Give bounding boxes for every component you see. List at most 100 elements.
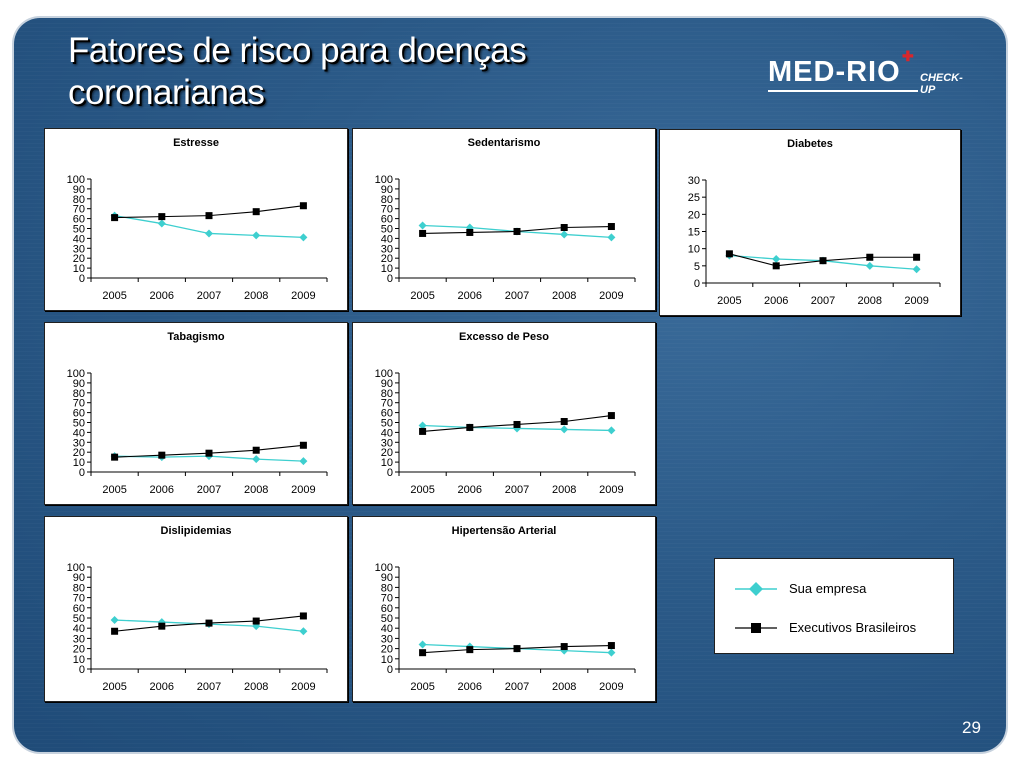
data-point-sua-empresa [607,648,616,657]
line-chart: Hipertensão Arterial 01020304050607080901… [375,525,636,693]
data-point-executivos-brasileiros [299,202,307,210]
x-tick-label: 2007 [811,295,835,307]
y-tick-label: 0 [79,664,85,676]
data-point-executivos-brasileiros [419,427,427,435]
data-point-sua-empresa [299,233,308,242]
x-tick-label: 2006 [150,290,174,302]
y-tick-label: 100 [375,562,393,574]
y-tick-label: 60 [73,214,85,226]
data-point-executivos-brasileiros [158,213,166,221]
x-tick-label: 2008 [244,681,268,693]
y-tick-label: 30 [381,243,393,255]
legend-label-sua-empresa: Sua empresa [789,581,867,596]
data-point-executivos-brasileiros [466,423,474,431]
legend-label-executivos-brasileiros: Executivos Brasileiros [789,620,917,635]
x-tick-label: 2005 [717,295,741,307]
legend-marker-square-icon [735,623,777,633]
y-tick-label: 30 [688,175,700,187]
y-tick-label: 10 [73,457,85,469]
data-point-executivos-brasileiros [513,645,521,653]
y-tick-label: 40 [381,623,393,635]
data-point-executivos-brasileiros [607,412,615,420]
y-tick-label: 0 [387,467,393,479]
data-point-executivos-brasileiros [419,649,427,657]
data-point-executivos-brasileiros [560,224,568,232]
y-tick-label: 100 [375,174,393,186]
data-point-executivos-brasileiros [205,212,213,220]
y-tick-label: 30 [381,633,393,645]
x-tick-label: 2008 [244,484,268,496]
y-tick-label: 100 [67,174,85,186]
y-tick-label: 20 [688,209,700,221]
legend: Sua empresa Executivos Brasileiros [714,558,954,654]
x-tick-label: 2007 [197,290,221,302]
y-tick-label: 30 [73,437,85,449]
x-tick-label: 2006 [458,681,482,693]
y-tick-label: 5 [694,261,700,273]
y-tick-label: 0 [387,273,393,285]
data-point-executivos-brasileiros [725,250,733,258]
y-tick-label: 10 [73,654,85,666]
chart-title: Tabagismo [167,331,225,343]
x-tick-label: 2005 [102,484,126,496]
data-point-sua-empresa [772,254,781,263]
data-point-sua-empresa [299,457,308,466]
x-tick-label: 2006 [150,681,174,693]
y-tick-label: 80 [73,194,85,206]
data-point-executivos-brasileiros [513,420,521,428]
x-tick-label: 2007 [505,681,529,693]
y-tick-label: 10 [688,244,700,256]
y-tick-label: 25 [688,192,700,204]
data-point-sua-empresa [418,640,427,649]
data-point-executivos-brasileiros [419,229,427,237]
data-point-executivos-brasileiros [466,228,474,236]
chart-title: Excesso de Peso [459,331,549,343]
chart-title: Estresse [173,137,219,149]
y-tick-label: 20 [73,644,85,656]
data-point-sua-empresa [252,231,261,240]
x-tick-label: 2005 [102,290,126,302]
x-tick-label: 2009 [599,681,623,693]
data-point-executivos-brasileiros [252,617,260,625]
y-tick-label: 20 [73,447,85,459]
chart-title: Dislipidemias [161,525,232,537]
y-tick-label: 20 [381,447,393,459]
x-tick-label: 2008 [552,681,576,693]
line-chart: Diabetes 0 5 10 15 20 25 30 2005 2006 2007 2008 2009 [688,138,941,307]
y-tick-label: 10 [73,263,85,275]
y-tick-label: 0 [694,278,700,290]
chart-panel-diabetes: Diabetes 0 5 10 15 20 25 30 2005 2006 2007 2008 2009 [659,129,961,316]
chart-panel-sedentarismo: Sedentarismo 0 10 20 30 40 50 60 70 80 90 100 2005 20… [352,128,656,311]
data-point-sua-empresa [157,618,166,627]
y-tick-label: 40 [73,623,85,635]
data-point-executivos-brasileiros [866,253,874,261]
y-tick-label: 15 [688,227,700,239]
data-point-executivos-brasileiros [111,453,119,461]
y-tick-label: 90 [381,572,393,584]
y-tick-label: 30 [381,437,393,449]
chart-title: Hipertensão Arterial [452,525,557,537]
data-point-executivos-brasileiros [466,646,474,654]
x-tick-label: 2009 [599,290,623,302]
y-tick-label: 90 [73,378,85,390]
x-tick-label: 2009 [599,484,623,496]
x-tick-label: 2008 [244,290,268,302]
y-tick-label: 70 [73,398,85,410]
page-number: 29 [962,718,981,737]
legend-item-sua-empresa: Sua empresa [733,579,943,599]
data-point-executivos-brasileiros [205,619,213,627]
data-point-executivos-brasileiros [607,642,615,650]
x-tick-label: 2008 [552,290,576,302]
y-tick-label: 70 [73,204,85,216]
data-point-sua-empresa [912,265,921,274]
chart-panel-hipertensao-arterial: Hipertensão Arterial 0 10 20 30 40 50 60 70 80 90 1… [352,516,656,702]
logo-cross-icon: ✚ [902,48,914,64]
data-point-sua-empresa [607,426,616,435]
x-tick-label: 2005 [102,681,126,693]
data-point-executivos-brasileiros [252,446,260,454]
x-tick-label: 2009 [291,290,315,302]
